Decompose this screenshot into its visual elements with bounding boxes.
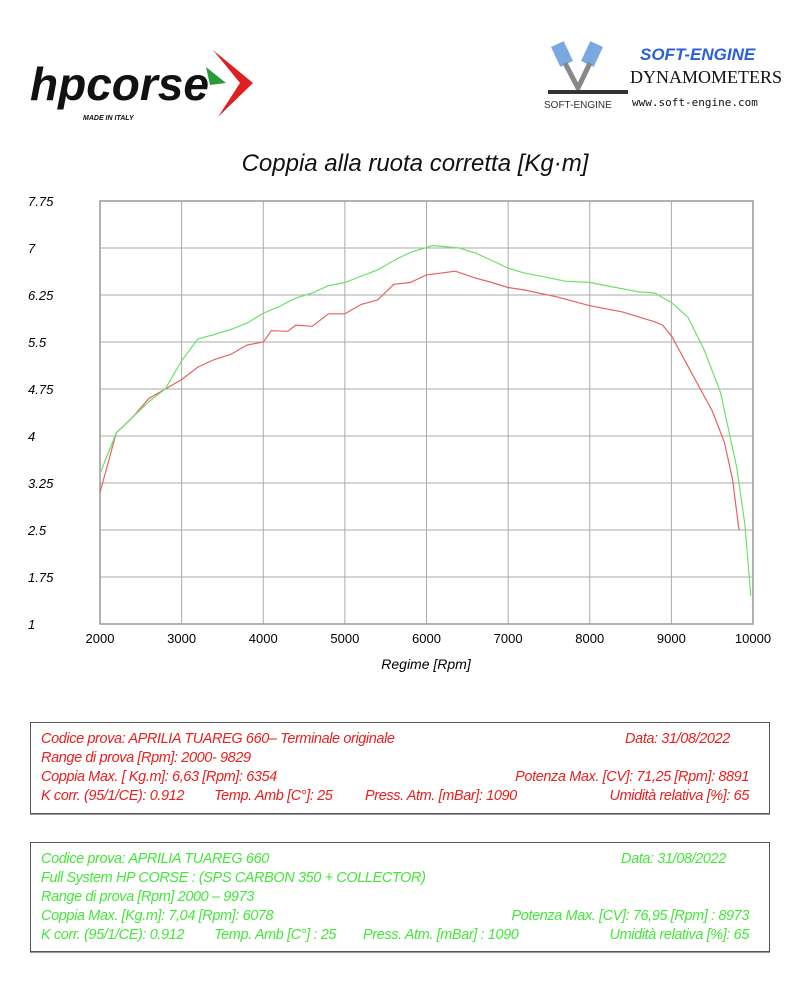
y-tick-label: 7.75 [28,194,54,209]
svg-text:www.soft-engine.com: www.soft-engine.com [632,96,758,109]
y-tick-label: 4.75 [28,382,54,397]
svg-text:MADE IN ITALY: MADE IN ITALY [83,115,135,122]
max-power: Potenza Max. [CV]: 76,95 [Rpm] : 8973 [511,908,750,924]
exhaust-system: Full System HP CORSE : (SPS CARBON 350 +… [41,870,426,886]
y-tick-label: 4 [28,429,35,444]
x-tick-label: 4000 [249,631,278,646]
k-corr: K corr. (95/1/CE): 0.912 [41,788,184,804]
atm-pressure: Press. Atm. [mBar] : 1090 [363,927,519,943]
test-range: Range di prova [Rpm]: 2000- 9829 [41,750,251,766]
soft-engine-logo: SOFT-ENGINE DYNAMOMETERS www.soft-engine… [544,41,782,111]
series-line-full-system [99,244,752,596]
ambient-temp: Temp. Amb [C°] : 25 [214,927,337,943]
humidity: Umidità relativa [%]: 65 [609,788,750,804]
x-tick-label: 6000 [412,631,441,646]
x-tick-label: 3000 [167,631,196,646]
max-torque: Coppia Max. [ Kg.m]: 6,63 [Rpm]: 6354 [41,769,277,785]
k-corr: K corr. (95/1/CE): 0.912 [41,927,184,943]
plot-frame [99,200,754,625]
x-tick-label: 2000 [86,631,115,646]
y-tick-label: 5.5 [28,335,47,350]
x-tick-label: 9000 [657,631,686,646]
hpcorse-logo: hpcorse MADE IN ITALY [30,50,253,122]
test-code: Codice prova: APRILIA TUAREG 660– Termin… [41,731,395,747]
test-date: Data: 31/08/2022 [621,851,726,867]
y-tick-label: 2.5 [27,523,47,538]
humidity: Umidità relativa [%]: 65 [609,927,750,943]
atm-pressure: Press. Atm. [mBar]: 1090 [365,788,517,804]
y-tick-label: 6.25 [28,288,54,303]
series-line-original [99,270,740,531]
x-axis-label: Regime [Rpm] [381,656,472,672]
test-info-original: Codice prova: APRILIA TUAREG 660– Termin… [30,722,770,814]
y-tick-label: 1 [28,617,35,632]
svg-text:DYNAMOMETERS: DYNAMOMETERS [630,67,782,87]
test-code: Codice prova: APRILIA TUAREG 660 [41,851,269,867]
test-date: Data: 31/08/2022 [625,731,730,747]
chart-title: Coppia alla ruota corretta [Kg·m] [241,150,589,177]
ambient-temp: Temp. Amb [C°]: 25 [214,788,333,804]
test-range: Range di prova [Rpm] 2000 – 9973 [41,889,254,905]
test-info-full-system: Codice prova: APRILIA TUAREG 660 Data: 3… [30,842,770,952]
svg-text:SOFT-ENGINE: SOFT-ENGINE [640,45,756,64]
y-tick-label: 1.75 [28,570,54,585]
svg-text:hpcorse: hpcorse [30,58,209,110]
x-tick-label: 8000 [575,631,604,646]
torque-chart: 2000 3000 4000 5000 6000 7000 8000 9000 10000 7.7… [27,194,771,672]
max-torque: Coppia Max. [Kg.m]: 7,04 [Rpm]: 6078 [41,908,274,924]
x-tick-label: 7000 [494,631,523,646]
x-tick-label: 5000 [330,631,359,646]
y-tick-label: 3.25 [28,476,54,491]
max-power: Potenza Max. [CV]: 71,25 [Rpm]: 8891 [515,769,749,785]
x-tick-label: 10000 [735,631,771,646]
svg-text:SOFT-ENGINE: SOFT-ENGINE [544,100,612,111]
y-tick-label: 7 [28,241,36,256]
